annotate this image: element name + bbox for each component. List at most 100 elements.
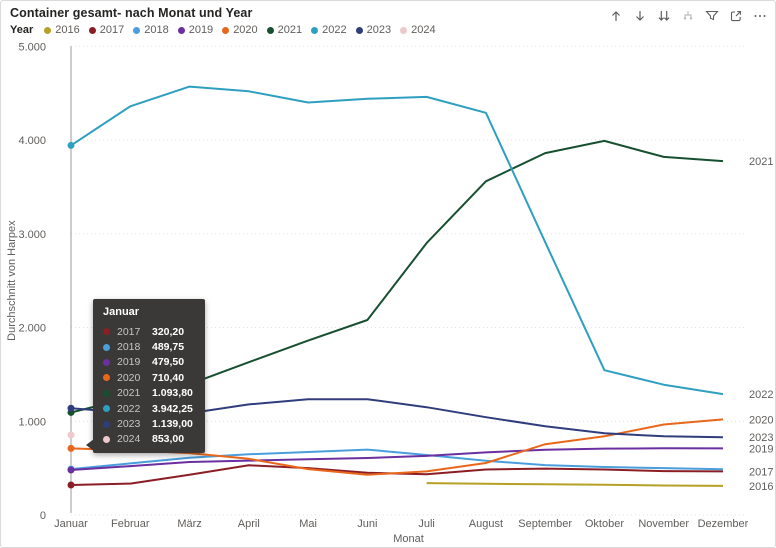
series-line-2019[interactable] xyxy=(70,447,724,471)
tooltip-row: 2020 710,40 xyxy=(103,370,197,385)
tooltip-series-year: 2022 xyxy=(117,402,141,415)
tooltip-series-value: 320,20 xyxy=(152,325,185,338)
legend-item-2017[interactable]: 2017 xyxy=(88,24,125,36)
tooltip-series-value: 1.139,00 xyxy=(152,418,193,431)
legend-item-label: 2023 xyxy=(366,24,392,36)
series-end-label-2016: 2016 xyxy=(749,481,773,493)
x-tick-label: September xyxy=(518,518,572,530)
more-options-icon[interactable] xyxy=(750,7,769,25)
tooltip-series-dot xyxy=(103,343,110,351)
go-to-next-level-icon[interactable] xyxy=(654,7,673,25)
x-tick-label: Juni xyxy=(357,518,377,530)
legend-color-dot xyxy=(222,26,230,34)
legend-item-2024[interactable]: 2024 xyxy=(400,24,436,36)
x-tick-label: April xyxy=(238,518,260,530)
legend-item-label: 2017 xyxy=(99,24,125,36)
series-end-label-2023: 2023 xyxy=(749,432,773,444)
legend-item-label: 2018 xyxy=(144,24,169,36)
tooltip-row: 2022 3.942,25 xyxy=(103,401,197,416)
legend-color-dot xyxy=(355,26,363,34)
y-tick-label: 0 xyxy=(40,510,46,522)
x-tick-label: Januar xyxy=(54,518,88,530)
legend-item-label: 2020 xyxy=(233,24,258,36)
data-point-januar-2019[interactable] xyxy=(67,466,75,474)
series-line-2016[interactable] xyxy=(426,482,724,487)
legend-color-dot xyxy=(44,26,52,34)
expand-all-icon[interactable] xyxy=(678,7,697,25)
series-line-2018[interactable] xyxy=(70,448,724,471)
x-tick-label: Oktober xyxy=(585,518,624,530)
data-point-januar-2022[interactable] xyxy=(67,141,75,149)
legend-item-2023[interactable]: 2023 xyxy=(355,24,392,36)
legend-item-2021[interactable]: 2021 xyxy=(266,24,302,36)
tooltip-series-dot xyxy=(103,420,110,428)
series-end-label-2021: 2021 xyxy=(749,156,773,168)
legend-title: Year xyxy=(10,24,34,36)
legend-item-label: 2019 xyxy=(188,24,214,36)
tooltip-series-year: 2021 xyxy=(117,387,141,400)
y-tick-label: 2.000 xyxy=(18,323,46,335)
tooltip-series-value: 489,75 xyxy=(152,341,185,354)
data-point-januar-2023[interactable] xyxy=(67,404,75,412)
legend-color-dot xyxy=(311,26,319,34)
tooltip-row: 2017 320,20 xyxy=(103,324,197,339)
legend-item-label: 2016 xyxy=(55,24,80,36)
drill-down-icon[interactable] xyxy=(630,7,649,25)
x-tick-label: Juli xyxy=(418,518,435,530)
legend-color-dot xyxy=(266,26,274,34)
tooltip-series-year: 2024 xyxy=(117,433,141,446)
y-axis-title: Durchschnitt von Harpex xyxy=(6,220,18,341)
tooltip-series-year: 2017 xyxy=(117,325,141,338)
tooltip-series-year: 2018 xyxy=(117,341,141,354)
tooltip-series-dot xyxy=(103,374,110,382)
drill-up-icon[interactable] xyxy=(606,7,625,25)
tooltip-series-dot xyxy=(103,435,110,443)
focus-mode-icon[interactable] xyxy=(726,7,745,25)
x-tick-label: Februar xyxy=(111,518,150,530)
tooltip: Januar 2017 320,20 2018 489,75 2019 479,50 202… xyxy=(86,299,205,454)
tooltip-series-dot xyxy=(103,358,110,366)
y-tick-label: 5.000 xyxy=(18,41,46,53)
y-tick-label: 4.000 xyxy=(18,135,46,147)
tooltip-row: 2021 1.093,80 xyxy=(103,386,197,401)
data-point-januar-2020[interactable] xyxy=(67,444,75,452)
legend-color-dot xyxy=(133,26,141,34)
legend-item-2020[interactable]: 2020 xyxy=(222,24,258,36)
visual-header-toolbar xyxy=(606,7,769,25)
x-tick-label: August xyxy=(469,518,503,530)
filter-icon[interactable] xyxy=(702,7,721,25)
legend-item-label: 2024 xyxy=(411,24,436,36)
x-tick-label: März xyxy=(177,518,201,530)
y-tick-label: 1.000 xyxy=(18,416,46,428)
tooltip-series-value: 479,50 xyxy=(152,356,185,369)
x-tick-label: November xyxy=(638,518,689,530)
legend-color-dot xyxy=(400,26,408,34)
legend-item-2018[interactable]: 2018 xyxy=(133,24,169,36)
series-line-2022[interactable] xyxy=(70,85,724,396)
x-tick-label: Mai xyxy=(299,518,317,530)
legend-item-2022[interactable]: 2022 xyxy=(311,24,347,36)
tooltip-row: 2024 853,00 xyxy=(103,432,197,447)
tooltip-series-value: 1.093,80 xyxy=(152,387,193,400)
data-point-januar-2024[interactable] xyxy=(67,431,75,439)
tooltip-series-value: 853,00 xyxy=(152,433,185,446)
legend-item-2019[interactable]: 2019 xyxy=(177,24,214,36)
tooltip-row: 2019 479,50 xyxy=(103,355,197,370)
tooltip-series-dot xyxy=(103,405,110,413)
series-end-label-2020: 2020 xyxy=(749,414,773,426)
series-end-label-2017: 2017 xyxy=(749,466,773,478)
legend-color-dot xyxy=(177,26,185,34)
legend-item-2016[interactable]: 2016 xyxy=(44,24,80,36)
tooltip-series-dot xyxy=(103,328,110,336)
tooltip-series-year: 2023 xyxy=(117,418,141,431)
x-tick-label: Dezember xyxy=(698,518,749,530)
series-end-label-2019: 2019 xyxy=(749,443,773,455)
data-point-januar-2017[interactable] xyxy=(67,481,75,489)
legend: Year 2016 2017 2018 2019 2020 2021 2022 2023 202… xyxy=(10,24,436,36)
legend-item-label: 2022 xyxy=(322,24,347,36)
legend-color-dot xyxy=(88,26,96,34)
tooltip-title: Januar xyxy=(103,306,140,318)
visual-title: Container gesamt- nach Monat und Year xyxy=(10,6,253,20)
